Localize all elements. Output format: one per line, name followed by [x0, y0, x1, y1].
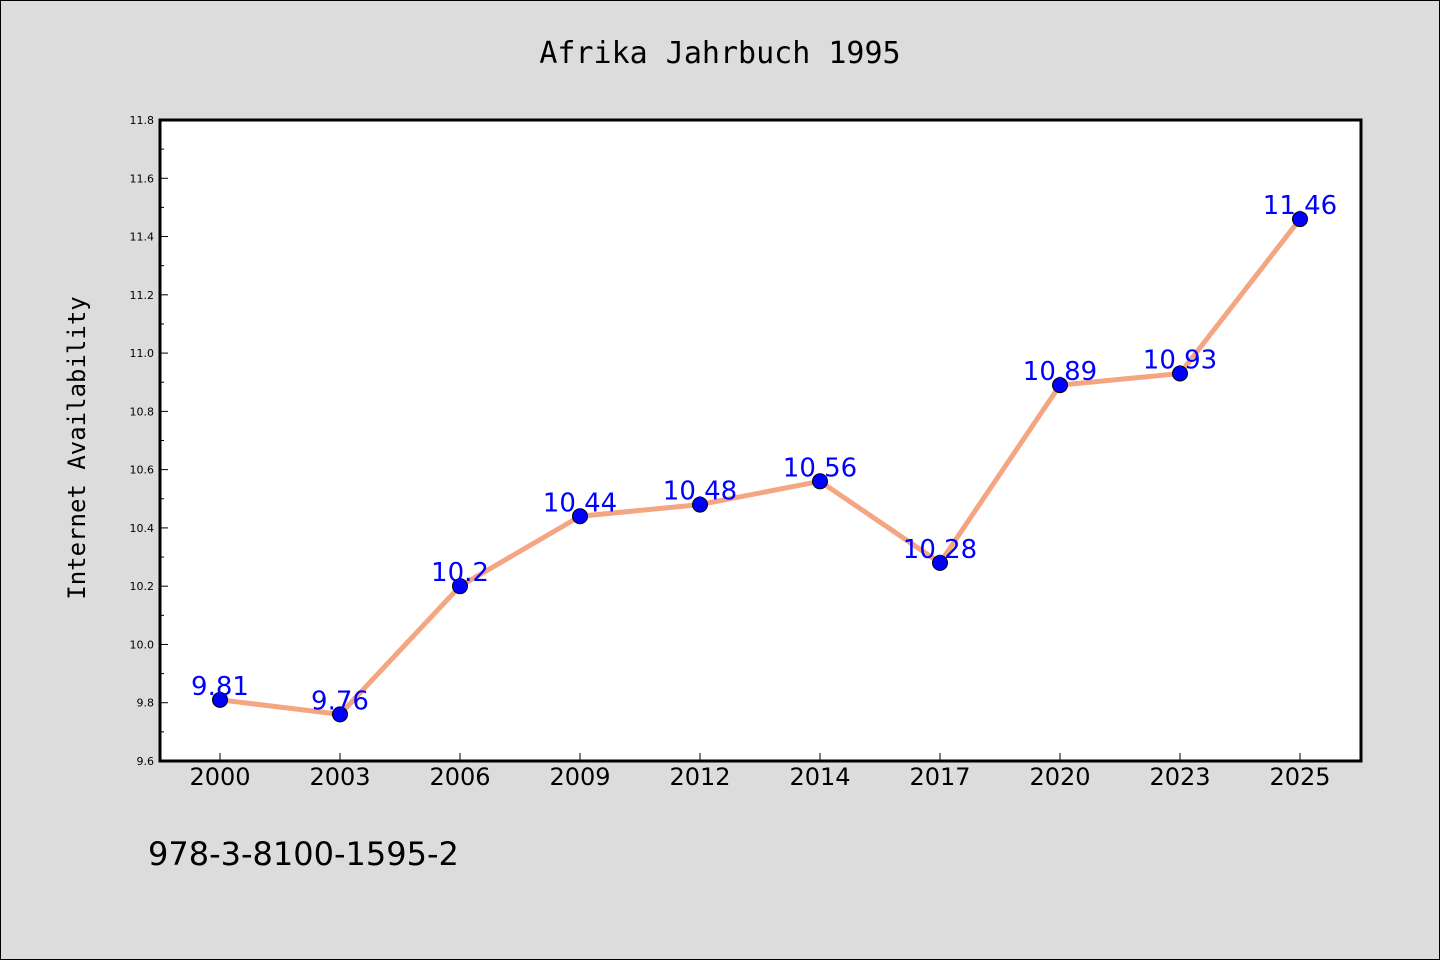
x-axis: 2000 2003 2006 2009 2012 2014 2017 2020 2023 2025 — [189, 753, 1331, 791]
data-point — [1052, 377, 1068, 394]
data-label: 10.48 — [663, 477, 737, 507]
data-point — [452, 578, 468, 595]
data-label: 10.89 — [1023, 357, 1097, 387]
x-tick-label: 2020 — [1029, 763, 1090, 791]
data-point — [572, 508, 588, 525]
x-tick-label: 2009 — [549, 763, 610, 791]
x-tick-label: 2000 — [189, 763, 250, 791]
y-tick-label: 10.8 — [130, 405, 155, 418]
data-label: 10.28 — [903, 535, 977, 565]
data-label: 10.56 — [783, 453, 857, 483]
y-tick-label: 10.6 — [130, 464, 155, 477]
y-tick-label: 11.6 — [130, 172, 155, 185]
data-label: 10.2 — [431, 558, 489, 588]
y-tick-label: 11.0 — [130, 347, 155, 360]
plot-area — [160, 120, 1361, 761]
footnote: 978-3-8100-1595-2 — [148, 835, 459, 873]
y-tick-label: 9.6 — [137, 755, 155, 768]
x-tick-label: 2006 — [429, 763, 490, 791]
y-tick-label: 10.0 — [130, 638, 155, 651]
data-point — [932, 554, 948, 571]
data-point — [812, 473, 828, 490]
data-label: 9.81 — [191, 672, 249, 702]
data-label: 10.44 — [543, 488, 617, 518]
x-tick-label: 2014 — [789, 763, 850, 791]
plot-frame — [158, 118, 1363, 763]
y-axis-label: Internet Availability — [63, 296, 91, 599]
data-label: 11.46 — [1263, 191, 1337, 221]
y-tick-label: 11.2 — [130, 289, 155, 302]
x-tick-label: 2003 — [309, 763, 370, 791]
series-layer: 9.81 9.76 10.2 10.44 10.48 10.56 10.28 10.89 10.… — [191, 191, 1337, 723]
chart-title: Afrika Jahrbuch 1995 — [539, 36, 900, 71]
y-tick-label: 11.8 — [130, 114, 155, 127]
x-tick-label: 2017 — [909, 763, 970, 791]
data-point — [1292, 211, 1308, 228]
data-point — [332, 706, 348, 723]
y-tick-label: 11.4 — [130, 231, 155, 244]
data-point — [1172, 365, 1188, 382]
y-tick-label: 10.2 — [130, 580, 155, 593]
x-tick-label: 2012 — [669, 763, 730, 791]
data-point — [212, 691, 228, 708]
x-tick-label: 2025 — [1269, 763, 1330, 791]
y-tick-label: 10.4 — [130, 522, 155, 535]
data-label: 9.76 — [311, 686, 369, 716]
data-point — [692, 496, 708, 513]
y-tick-label: 9.8 — [137, 697, 155, 710]
data-label: 10.93 — [1143, 345, 1217, 375]
series-line — [217, 216, 1303, 717]
x-tick-label: 2023 — [1149, 763, 1210, 791]
